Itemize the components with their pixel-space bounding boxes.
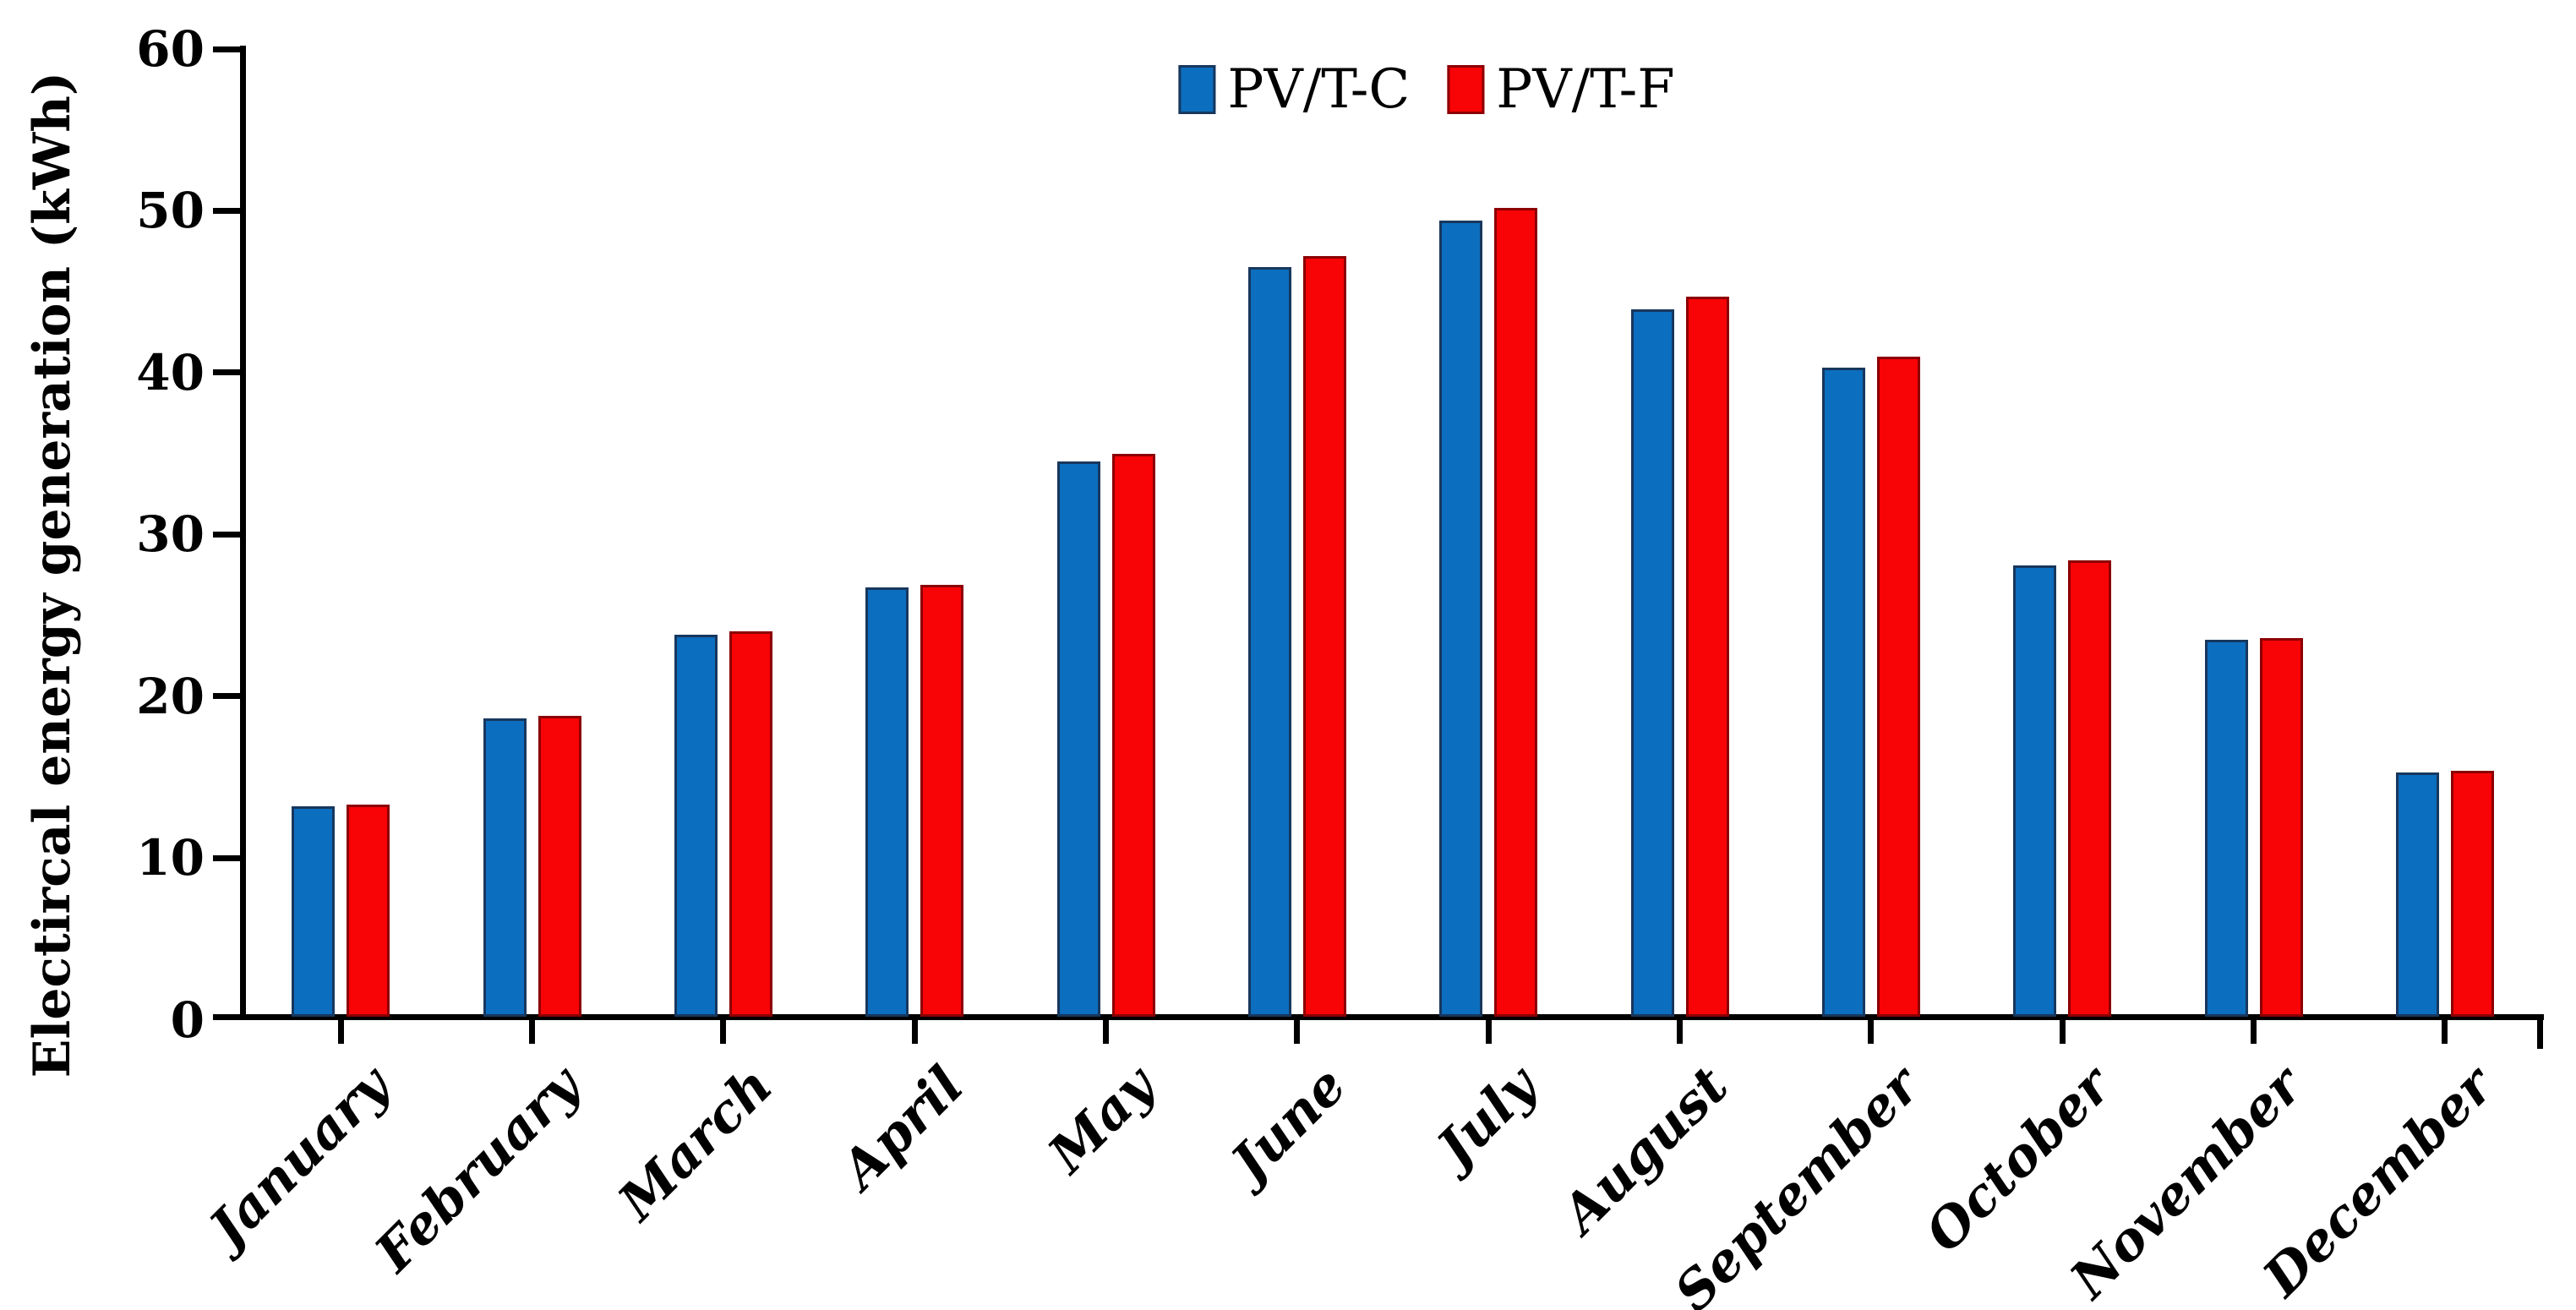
legend-swatch-pvt-c-icon [1178, 65, 1216, 114]
x-tick-april [911, 1017, 918, 1044]
bar-pvtc-december [2395, 772, 2439, 1017]
y-tick-label-20: 20 [136, 667, 205, 725]
legend: PV/T-C PV/T-F [1178, 58, 1675, 121]
bar-pvtf-july [1494, 207, 1538, 1017]
x-label-april: April [828, 1054, 975, 1201]
x-tick-may [1103, 1017, 1109, 1044]
y-tick-label-0: 0 [170, 991, 205, 1049]
bar-pvtc-july [1439, 220, 1483, 1017]
x-tick-june [1294, 1017, 1301, 1044]
x-axis-end-tick [2537, 1017, 2543, 1049]
bar-pvtf-september [1876, 356, 1920, 1017]
bar-pvtf-november [2259, 637, 2303, 1017]
legend-item-pvt-c: PV/T-C [1178, 63, 1410, 117]
x-axis-line [213, 1014, 2544, 1020]
bar-pvtc-march [674, 634, 718, 1017]
y-tick-label-50: 50 [136, 182, 205, 240]
bar-pvtf-december [2450, 770, 2494, 1017]
bar-pvtf-may [1111, 453, 1155, 1017]
x-label-may: May [1035, 1054, 1166, 1185]
legend-label-pvt-f: PV/T-F [1496, 58, 1675, 121]
x-label-july: July [1425, 1054, 1549, 1179]
bar-pvtf-august [1685, 296, 1729, 1017]
y-tick-50 [213, 207, 245, 214]
bar-pvtc-may [1056, 461, 1100, 1017]
y-tick-30 [213, 531, 245, 538]
x-tick-november [2251, 1017, 2257, 1044]
x-tick-december [2442, 1017, 2448, 1044]
y-tick-60 [213, 46, 245, 52]
bar-pvtc-january [292, 805, 336, 1017]
bar-pvtf-march [729, 631, 772, 1017]
x-label-october: October [1913, 1054, 2123, 1264]
bar-pvtc-october [2013, 565, 2057, 1017]
x-tick-august [1677, 1017, 1683, 1044]
x-tick-january [337, 1017, 344, 1044]
bar-pvtc-september [1821, 368, 1865, 1017]
bar-pvtf-january [347, 804, 390, 1017]
y-tick-40 [213, 369, 245, 376]
y-tick-label-30: 30 [136, 505, 205, 564]
bar-pvtc-february [483, 718, 527, 1017]
bar-pvtc-august [1630, 309, 1674, 1017]
bar-pvtf-february [538, 715, 581, 1017]
bar-pvtc-november [2204, 639, 2248, 1017]
legend-swatch-pvt-f-icon [1447, 65, 1485, 114]
bar-pvtc-june [1247, 267, 1291, 1017]
x-label-february: February [363, 1054, 592, 1284]
x-tick-september [1868, 1017, 1875, 1044]
x-tick-march [720, 1017, 727, 1044]
x-tick-october [2059, 1017, 2066, 1044]
y-tick-label-10: 10 [136, 829, 205, 887]
x-label-june: June [1219, 1054, 1358, 1193]
x-tick-february [529, 1017, 535, 1044]
bar-pvtf-april [920, 584, 964, 1017]
x-label-january: January [197, 1054, 401, 1259]
x-tick-july [1485, 1017, 1492, 1044]
legend-label-pvt-c: PV/T-C [1227, 58, 1411, 121]
bar-pvtf-october [2068, 559, 2112, 1017]
x-label-march: March [605, 1054, 784, 1232]
legend-item-pvt-f: PV/T-F [1447, 58, 1675, 121]
y-tick-label-60: 60 [136, 20, 205, 78]
y-tick-10 [213, 854, 245, 861]
y-tick-label-40: 40 [136, 343, 205, 401]
y-tick-20 [213, 693, 245, 700]
x-label-august: August [1549, 1054, 1740, 1245]
bar-pvtc-april [865, 587, 909, 1017]
bar-pvtf-june [1302, 256, 1346, 1017]
